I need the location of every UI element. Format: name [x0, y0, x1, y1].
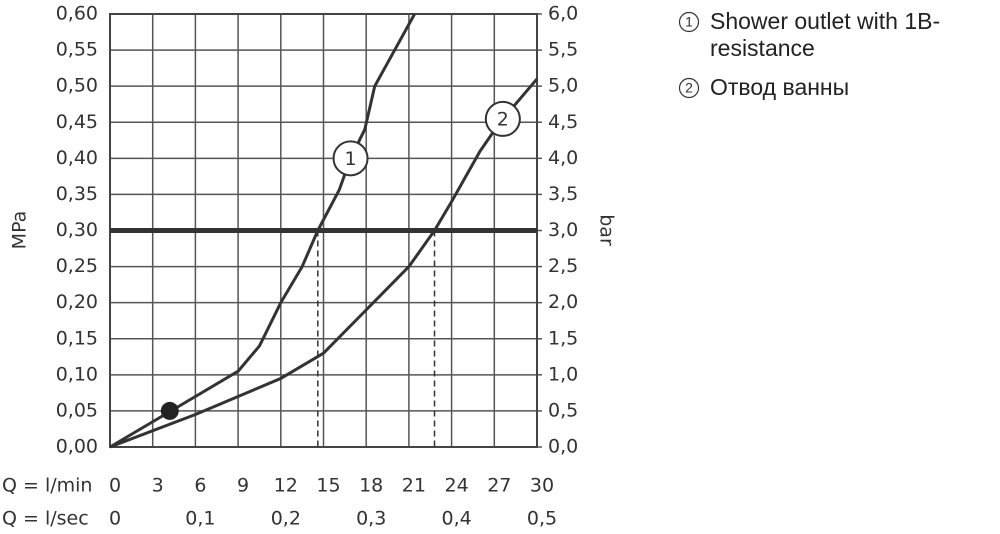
legend-item: 1 Shower outlet with 1B-resistance — [678, 8, 998, 62]
x-tick-label: 30 — [530, 475, 554, 497]
y-tick-label: 0,25 — [56, 255, 98, 277]
y2-axis-label: bar — [596, 214, 618, 246]
y-tick-label: 0,35 — [56, 183, 98, 205]
line-series — [109, 13, 416, 449]
x-tick-label: 24 — [445, 475, 469, 497]
legend-number: 2 — [685, 80, 693, 96]
x-tick-label: 0 — [109, 475, 121, 497]
line-series — [109, 77, 539, 449]
x-tick-label: 21 — [402, 475, 426, 497]
y2-tick-label: 2,0 — [548, 291, 578, 313]
legend-label: Shower outlet with 1B-resistance — [710, 8, 941, 61]
legend-item: 2 Отвод ванны — [678, 74, 998, 101]
y2-tick-label: 1,5 — [548, 327, 578, 349]
y2-tick-label: 4,5 — [548, 111, 578, 133]
legend-label: Отвод ванны — [710, 74, 850, 100]
legend-circle — [678, 77, 700, 99]
y-tick-label: 0,10 — [56, 363, 98, 385]
x2-tick-label: 0,1 — [185, 508, 215, 530]
x2-tick-label: 0,3 — [356, 508, 386, 530]
x-tick-label: 3 — [152, 475, 164, 497]
y-tick-label: 0,15 — [56, 327, 98, 349]
x-tick-label: 27 — [487, 475, 511, 497]
legend-circle — [678, 11, 700, 33]
x2-axis-label: Q = l/sec — [2, 508, 89, 530]
curve-label-circle — [484, 100, 521, 137]
y2-tick-label: 3,0 — [548, 219, 578, 241]
curve-label: 1 — [344, 148, 356, 170]
x2-tick-label: 0,4 — [441, 508, 471, 530]
y-tick-label: 0,30 — [56, 219, 98, 241]
curve-label-circle — [332, 140, 369, 177]
y-tick-label: 0,55 — [56, 39, 98, 61]
y2-tick-label: 2,5 — [548, 255, 578, 277]
x-tick-label: 6 — [194, 475, 206, 497]
y-tick-label: 0,60 — [56, 3, 98, 25]
x-tick-label: 18 — [359, 475, 383, 497]
legend-number: 1 — [685, 14, 693, 30]
x-axis-label: Q = l/min — [2, 475, 92, 497]
y2-tick-label: 5,0 — [548, 75, 578, 97]
x-tick-label: 9 — [237, 475, 249, 497]
x-tick-label: 15 — [316, 475, 340, 497]
x-tick-label: 12 — [274, 475, 298, 497]
legend-symbol: 1 — [678, 11, 700, 33]
y2-tick-label: 1,0 — [548, 363, 578, 385]
y2-tick-label: 0,5 — [548, 399, 578, 421]
y-tick-label: 0,05 — [56, 399, 98, 421]
point-marker — [160, 401, 179, 420]
y-tick-label: 0,50 — [56, 75, 98, 97]
y-axis-label: MPa — [9, 211, 31, 250]
legend-symbol: 2 — [678, 77, 700, 99]
x2-tick-label: 0,5 — [527, 508, 557, 530]
y-tick-label: 0,45 — [56, 111, 98, 133]
y2-tick-label: 4,0 — [548, 147, 578, 169]
curve-label: 2 — [497, 108, 509, 130]
y2-tick-label: 5,5 — [548, 39, 578, 61]
y2-tick-label: 0,0 — [548, 436, 578, 458]
legend: 1 Shower outlet with 1B-resistance 2 Отвод … — [678, 8, 998, 113]
y-tick-label: 0,20 — [56, 291, 98, 313]
y2-tick-label: 6,0 — [548, 3, 578, 25]
y-tick-label: 0,40 — [56, 147, 98, 169]
x2-tick-label: 0 — [109, 508, 121, 530]
x2-tick-label: 0,2 — [271, 508, 301, 530]
y2-tick-label: 3,5 — [548, 183, 578, 205]
y-tick-label: 0,00 — [56, 436, 98, 458]
